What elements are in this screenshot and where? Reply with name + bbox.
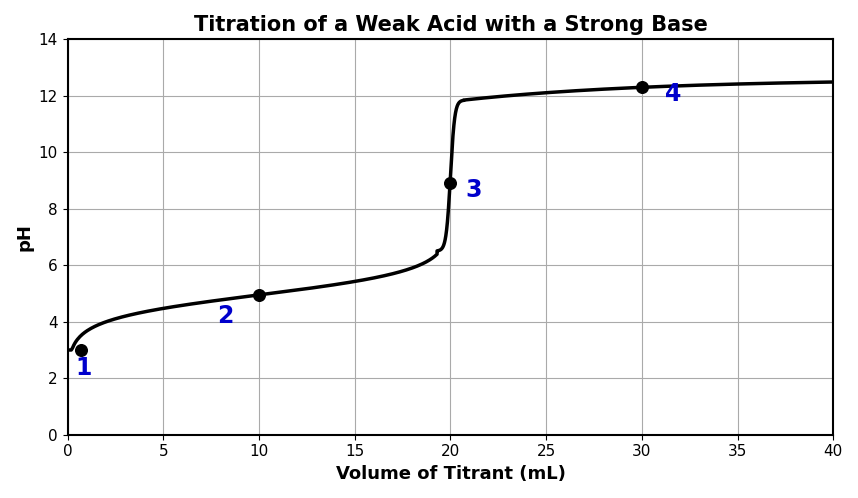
X-axis label: Volume of Titrant (mL): Volume of Titrant (mL) <box>335 465 565 483</box>
Y-axis label: pH: pH <box>15 223 33 251</box>
Point <box>74 346 88 354</box>
Point <box>252 291 266 299</box>
Point <box>635 83 649 91</box>
Title: Titration of a Weak Acid with a Strong Base: Titration of a Weak Acid with a Strong B… <box>194 15 707 35</box>
Text: 4: 4 <box>665 83 681 107</box>
Text: 2: 2 <box>217 304 233 328</box>
Text: 1: 1 <box>76 357 92 380</box>
Text: 3: 3 <box>466 178 482 203</box>
Point <box>444 179 457 187</box>
